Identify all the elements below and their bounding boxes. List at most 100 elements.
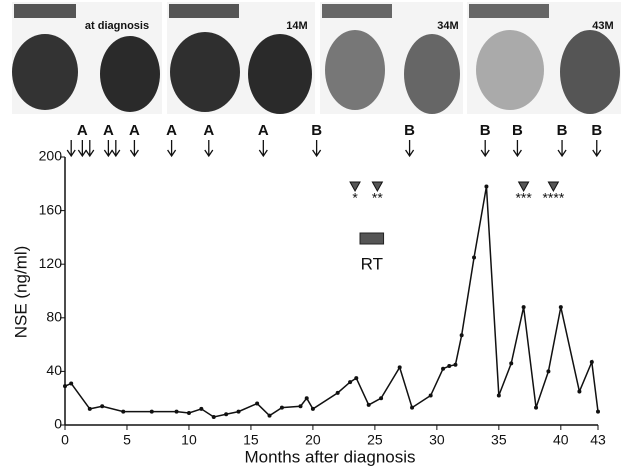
y-axis-title: NSE (ng/ml): [11, 246, 30, 339]
treatment-label: A: [166, 122, 177, 139]
data-point: [534, 405, 539, 410]
marker-label: ***: [515, 190, 532, 206]
data-point: [149, 409, 154, 414]
treatment-label: A: [103, 122, 114, 139]
treatment-arrow: [85, 140, 95, 158]
ct-header: [469, 4, 549, 18]
data-point: [69, 381, 74, 386]
ct-label: 14M: [286, 20, 307, 32]
treatment-arrow: [312, 140, 322, 158]
data-point: [63, 384, 67, 389]
ct-lung: [560, 30, 620, 114]
ct-lung: [325, 30, 385, 110]
ct-lung: [248, 34, 312, 114]
ct-header: [14, 4, 76, 18]
marker-triangle: [517, 181, 530, 193]
data-line: [64, 186, 599, 418]
marker-triangle: [371, 181, 384, 193]
data-point: [236, 409, 241, 414]
treatment-label: B: [591, 122, 602, 139]
data-point: [279, 405, 284, 410]
y-tick-label: 0: [54, 416, 62, 432]
data-point: [459, 333, 464, 338]
treatment-label: A: [203, 122, 214, 139]
data-point: [304, 396, 309, 401]
rt-label: RT: [361, 254, 383, 273]
ct-header: [322, 4, 392, 18]
data-point: [410, 405, 415, 410]
y-tick-label: 120: [39, 255, 63, 271]
data-point: [199, 406, 204, 411]
ct-lung: [404, 34, 460, 114]
ct-lung: [12, 34, 78, 110]
data-point: [546, 369, 551, 374]
ct-label: at diagnosis: [85, 20, 149, 32]
data-point: [354, 376, 359, 381]
marker-triangle: [547, 181, 560, 193]
treatment-arrow: [405, 140, 415, 158]
data-point: [558, 305, 563, 310]
treatment-arrow: [480, 140, 490, 158]
marker-label: **: [372, 190, 383, 206]
data-point: [589, 360, 594, 365]
treatment-arrow: [103, 140, 113, 158]
ct-label: 34M: [437, 20, 458, 32]
rt-bar: [359, 232, 385, 245]
ct-lung: [100, 36, 160, 112]
y-tick-label: 200: [39, 148, 63, 164]
data-point: [577, 389, 582, 394]
ct-images: [12, 2, 621, 114]
x-tick-label: 40: [553, 432, 569, 448]
marker-label: *: [352, 190, 358, 206]
data-point: [521, 305, 526, 310]
data-point: [447, 364, 452, 369]
data-point: [255, 401, 260, 406]
x-tick-label: 30: [429, 432, 445, 448]
data-point: [211, 414, 216, 419]
treatment-arrow: [204, 140, 214, 158]
ct-lung: [170, 32, 240, 112]
data-point: [397, 365, 402, 370]
treatment-arrow: [111, 140, 121, 158]
treatment-label: A: [77, 122, 88, 139]
data-point: [484, 184, 489, 189]
treatment-arrow: [167, 140, 177, 158]
treatment-label: B: [512, 122, 523, 139]
data-point: [441, 366, 446, 371]
marker-triangle: [349, 181, 361, 193]
data-point: [335, 390, 340, 395]
x-tick-label: 35: [491, 432, 507, 448]
y-tick-label: 40: [46, 362, 62, 378]
data-point: [366, 402, 371, 407]
data-point: [100, 404, 105, 409]
treatment-arrow: [77, 140, 87, 158]
y-tick-label: 80: [46, 309, 62, 325]
treatment-arrow: [66, 140, 76, 158]
data-point: [596, 409, 600, 414]
data-point: [186, 410, 191, 415]
treatment-label: A: [129, 122, 140, 139]
x-tick-label: 5: [123, 432, 131, 448]
treatment-arrow: [557, 140, 567, 158]
y-tick-label: 160: [39, 201, 63, 217]
treatment-label: B: [557, 122, 568, 139]
data-point: [121, 409, 126, 414]
treatment-arrow: [512, 140, 522, 158]
x-tick-label: 20: [305, 432, 321, 448]
marker-label: ****: [542, 190, 564, 206]
data-point: [87, 406, 92, 411]
treatment-label: A: [258, 122, 269, 139]
treatment-label: B: [311, 122, 322, 139]
x-axis-title: Months after diagnosis: [244, 447, 415, 466]
ct-lung: [476, 30, 544, 110]
ct-header: [169, 4, 239, 18]
data-point: [348, 380, 353, 385]
treatment-arrow: [258, 140, 268, 158]
data-point: [428, 393, 433, 398]
data-point: [224, 412, 229, 417]
treatment-label: B: [404, 122, 415, 139]
data-point: [267, 413, 272, 418]
data-point: [379, 396, 384, 401]
treatment-arrow: [129, 140, 139, 158]
data-point: [472, 255, 477, 260]
